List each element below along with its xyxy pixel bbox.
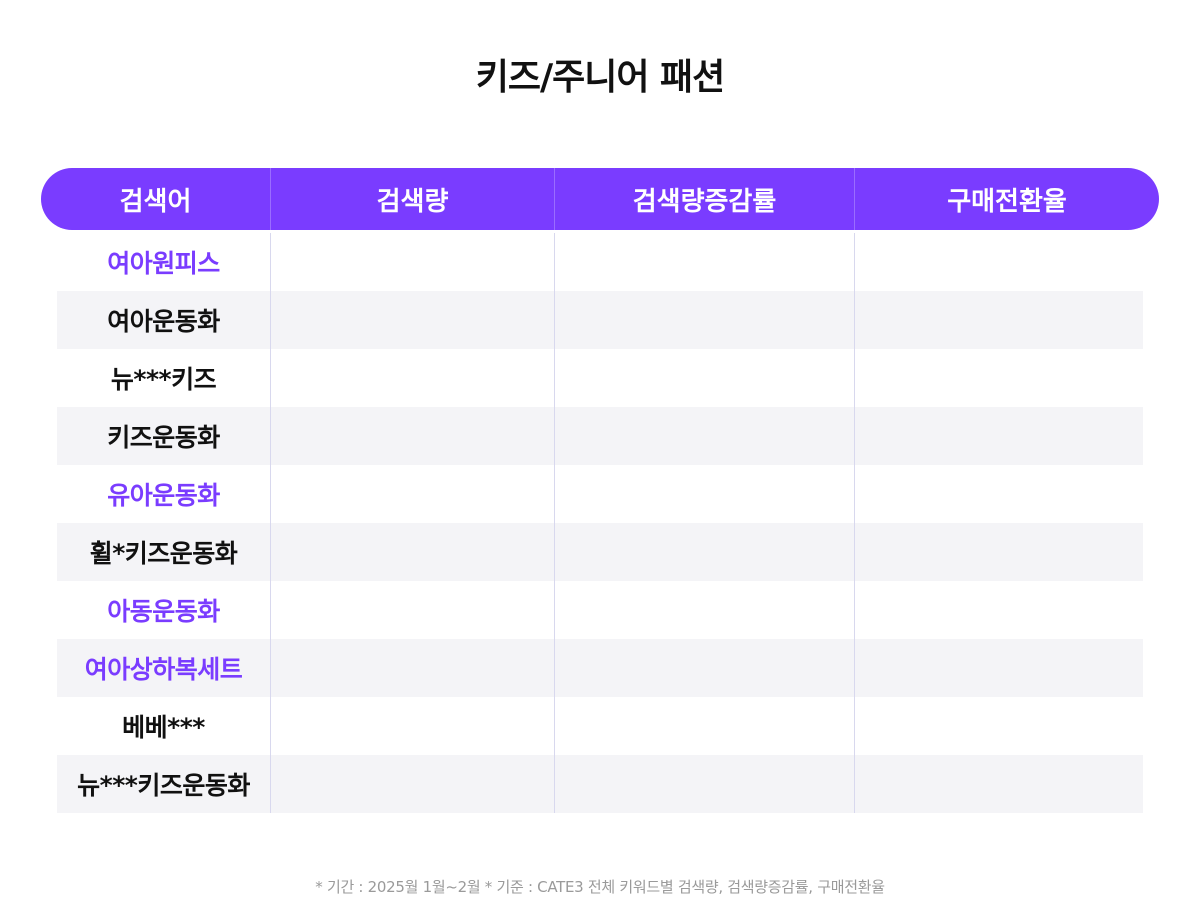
conversion-rate-cell: [854, 407, 1143, 465]
keyword-cell: 키즈운동화: [107, 423, 220, 452]
search-volume-change-cell: [554, 233, 854, 291]
conversion-rate-cell: [854, 639, 1143, 697]
conversion-rate-cell: [854, 291, 1143, 349]
conversion-rate-cell: [854, 581, 1143, 639]
table-row: 여아상하복세트: [57, 639, 1143, 697]
conversion-rate-cell: [854, 755, 1143, 813]
search-volume-cell: [270, 523, 554, 581]
footnote: * 기간 : 2025월 1월~2월 * 기준 : CATE3 전체 키워드별 …: [315, 878, 885, 896]
keyword-cell: 아동운동화: [107, 597, 220, 626]
table-row: 여아원피스: [57, 233, 1143, 291]
search-volume-change-cell: [554, 291, 854, 349]
search-volume-cell: [270, 755, 554, 813]
conversion-rate-cell: [854, 697, 1143, 755]
search-volume-change-cell: [554, 465, 854, 523]
conversion-rate-cell: [854, 349, 1143, 407]
keyword-cell: 뉴***키즈운동화: [77, 771, 250, 800]
table-row: 베베***: [57, 697, 1143, 755]
conversion-rate-cell: [854, 233, 1143, 291]
table-row: 뉴***키즈운동화: [57, 755, 1143, 813]
search-volume-cell: [270, 581, 554, 639]
table-row: 휠*키즈운동화: [57, 523, 1143, 581]
conversion-rate-cell: [854, 465, 1143, 523]
page-title: 키즈/주니어 패션: [475, 57, 726, 98]
search-volume-change-cell: [554, 523, 854, 581]
header-search-volume-change: 검색량증감률: [554, 168, 854, 230]
table-row: 뉴***키즈: [57, 349, 1143, 407]
search-volume-cell: [270, 639, 554, 697]
keyword-cell: 뉴***키즈: [110, 365, 217, 394]
search-volume-change-cell: [554, 755, 854, 813]
search-volume-cell: [270, 233, 554, 291]
search-volume-change-cell: [554, 581, 854, 639]
table-row: 아동운동화: [57, 581, 1143, 639]
search-volume-cell: [270, 697, 554, 755]
table-header: 검색어 검색량 검색량증감률 구매전환율: [41, 168, 1159, 230]
conversion-rate-cell: [854, 523, 1143, 581]
keyword-cell: 여아원피스: [107, 249, 220, 278]
search-volume-cell: [270, 291, 554, 349]
keyword-cell: 여아운동화: [107, 307, 220, 336]
search-volume-change-cell: [554, 697, 854, 755]
search-volume-change-cell: [554, 639, 854, 697]
search-volume-cell: [270, 349, 554, 407]
header-keyword: 검색어: [119, 186, 192, 217]
header-conversion-rate: 구매전환율: [854, 168, 1159, 230]
search-volume-change-cell: [554, 349, 854, 407]
table-row: 여아운동화: [57, 291, 1143, 349]
header-search-volume: 검색량: [270, 168, 554, 230]
keyword-cell: 유아운동화: [107, 481, 220, 510]
search-volume-cell: [270, 407, 554, 465]
keyword-cell: 여아상하복세트: [84, 655, 243, 684]
table-row: 유아운동화: [57, 465, 1143, 523]
keyword-cell: 휠*키즈운동화: [89, 539, 238, 568]
search-volume-change-cell: [554, 407, 854, 465]
table-row: 키즈운동화: [57, 407, 1143, 465]
keyword-cell: 베베***: [122, 713, 205, 742]
search-volume-cell: [270, 465, 554, 523]
